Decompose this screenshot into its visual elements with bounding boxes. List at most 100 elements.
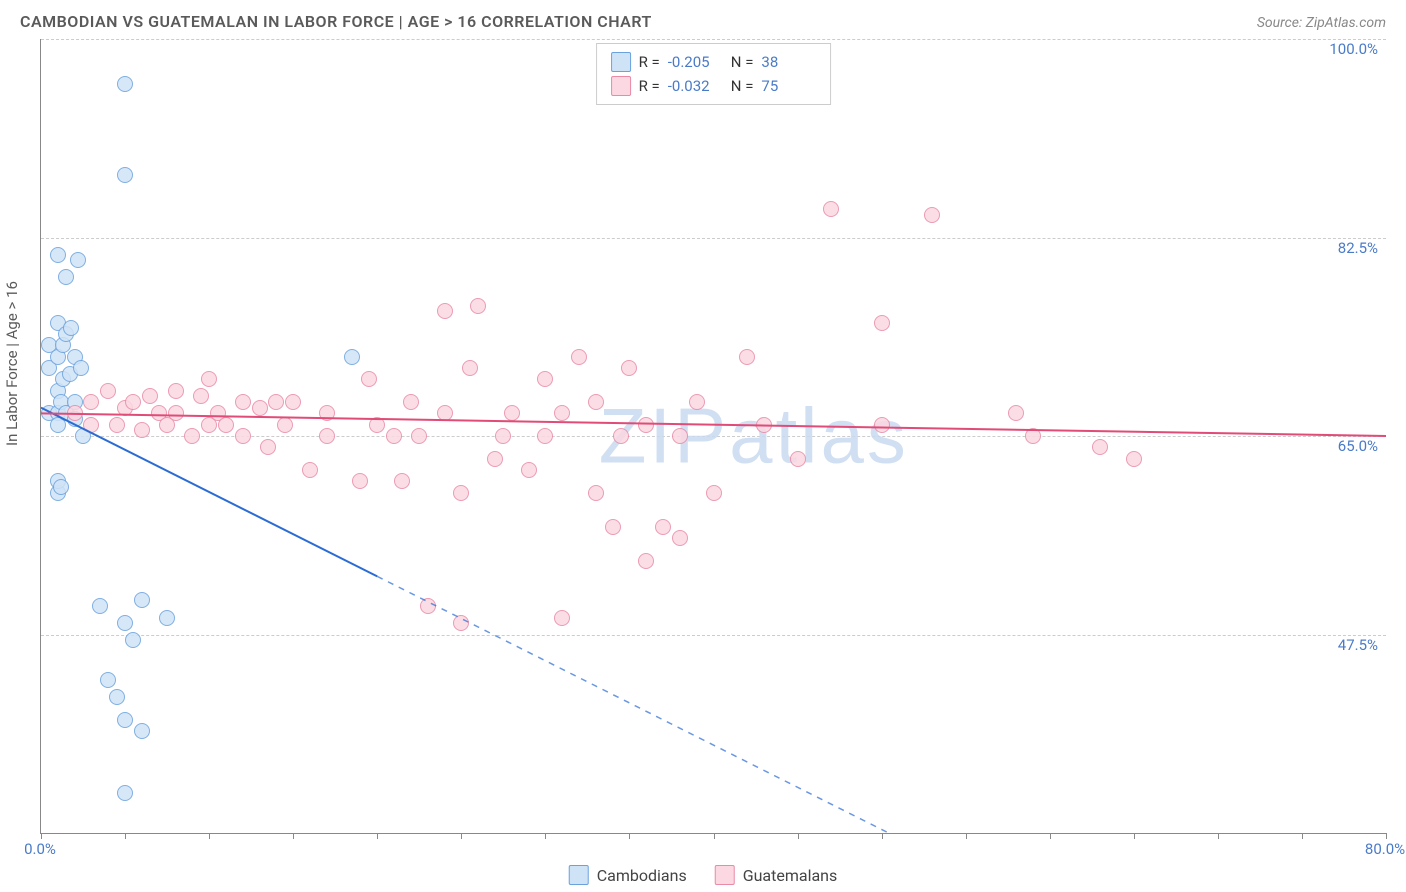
scatter-point [521,462,537,478]
scatter-point [73,360,89,376]
scatter-point [134,723,150,739]
scatter-point [706,485,722,501]
scatter-point [462,360,478,376]
scatter-point [1008,405,1024,421]
scatter-point [588,485,604,501]
x-tick-label: 0.0% [24,840,56,858]
scatter-point [100,672,116,688]
scatter-point [672,428,688,444]
scatter-point [613,428,629,444]
scatter-point [554,405,570,421]
scatter-point [125,394,141,410]
scatter-point [184,428,200,444]
scatter-point [352,473,368,489]
scatter-point [470,298,486,314]
legend-swatch-pink [611,76,631,96]
scatter-point [437,405,453,421]
legend-label: Cambodians [597,866,687,885]
scatter-point [790,451,806,467]
scatter-point [67,405,83,421]
scatter-point [554,610,570,626]
scatter-point [83,394,99,410]
legend-item-cambodians: Cambodians [569,865,687,885]
scatter-point [453,485,469,501]
scatter-point [218,417,234,433]
scatter-point [63,320,79,336]
scatter-point [159,610,175,626]
scatter-point [201,371,217,387]
chart-header: CAMBODIAN VS GUATEMALAN IN LABOR FORCE |… [0,0,1406,39]
scatter-point [193,388,209,404]
scatter-point [420,598,436,614]
scatter-point [134,592,150,608]
scatter-point [268,394,284,410]
scatter-point [874,417,890,433]
scatter-point [92,598,108,614]
scatter-point [168,383,184,399]
scatter-point [142,388,158,404]
legend-swatch-blue [569,865,589,885]
scatter-point [117,167,133,183]
scatter-point [437,303,453,319]
scatter-point [53,479,69,495]
scatter-point [344,349,360,365]
scatter-point [386,428,402,444]
scatter-point [689,394,705,410]
scatter-point [117,785,133,801]
scatter-point [1025,428,1041,444]
legend-swatch-pink [715,865,735,885]
scatter-point [83,417,99,433]
scatter-point [109,417,125,433]
scatter-point [1126,451,1142,467]
x-tick-label: 80.0% [1365,840,1405,858]
scatter-point [756,417,772,433]
scatter-point [504,405,520,421]
scatter-point [495,428,511,444]
scatter-point [571,349,587,365]
scatter-point [252,400,268,416]
legend-item-guatemalans: Guatemalans [715,865,838,885]
scatter-point [672,530,688,546]
legend-swatch-blue [611,52,631,72]
legend-row-cambodians: R = -0.205 N = 38 [611,50,817,74]
scatter-point [117,712,133,728]
scatter-point [924,207,940,223]
chart-plot-area: ZIPatlas R = -0.205 N = 38 R = -0.032 N … [40,39,1386,834]
scatter-point [277,417,293,433]
scatter-point [125,632,141,648]
scatter-point [638,553,654,569]
scatter-points-layer [41,39,1386,833]
scatter-point [739,349,755,365]
scatter-point [537,428,553,444]
series-legend: Cambodians Guatemalans [569,865,838,885]
scatter-point [394,473,410,489]
scatter-point [874,315,890,331]
scatter-point [1092,439,1108,455]
scatter-point [605,519,621,535]
scatter-point [453,615,469,631]
scatter-point [117,615,133,631]
scatter-point [70,252,86,268]
scatter-point [588,394,604,410]
source-attribution: Source: ZipAtlas.com [1257,15,1386,31]
scatter-point [369,417,385,433]
legend-label: Guatemalans [743,866,838,885]
scatter-point [134,422,150,438]
scatter-point [537,371,553,387]
scatter-point [58,269,74,285]
scatter-point [319,405,335,421]
legend-row-guatemalans: R = -0.032 N = 75 [611,74,817,98]
chart-title: CAMBODIAN VS GUATEMALAN IN LABOR FORCE |… [20,12,652,31]
scatter-point [235,428,251,444]
scatter-point [235,394,251,410]
scatter-point [109,689,125,705]
scatter-point [638,417,654,433]
scatter-point [168,405,184,421]
scatter-point [50,247,66,263]
scatter-point [487,451,503,467]
scatter-point [260,439,276,455]
scatter-point [319,428,335,444]
scatter-point [285,394,301,410]
correlation-legend: R = -0.205 N = 38 R = -0.032 N = 75 [596,43,832,105]
scatter-point [411,428,427,444]
